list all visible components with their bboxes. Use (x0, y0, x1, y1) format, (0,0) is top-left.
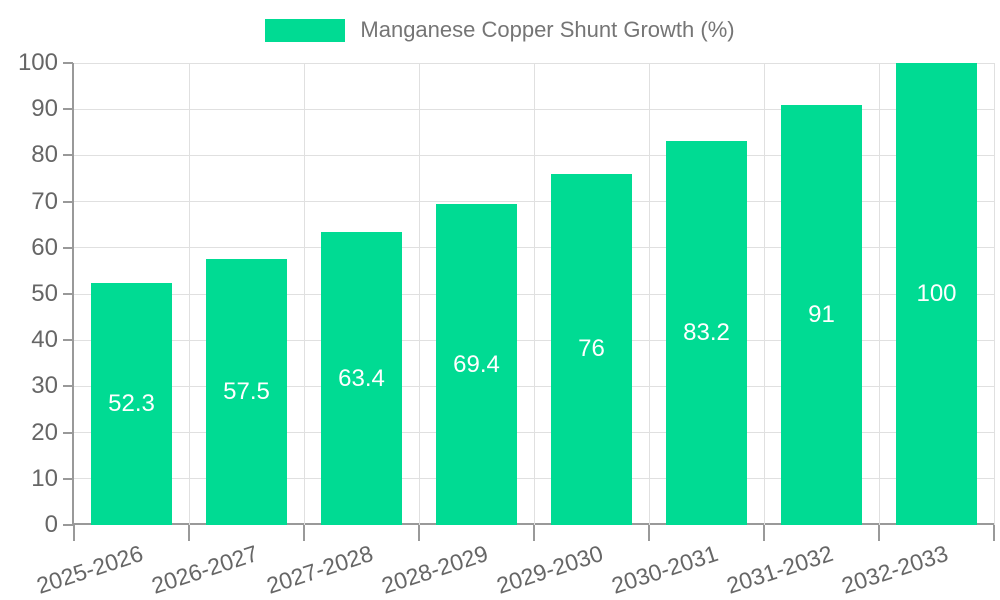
x-axis-tick (648, 525, 650, 541)
x-axis-tick (303, 525, 305, 541)
x-axis-label: 2029-2030 (492, 540, 606, 599)
y-axis-tick (63, 385, 73, 388)
bar-value-label: 100 (916, 280, 957, 307)
plot-area (72, 63, 994, 525)
y-axis-label: 20 (31, 418, 58, 446)
y-axis-tick (63, 246, 73, 249)
x-axis-label: 2028-2029 (377, 540, 491, 599)
x-axis-label: 2032-2033 (837, 540, 951, 599)
y-axis-label: 40 (31, 326, 58, 354)
y-axis-label: 10 (31, 464, 58, 492)
bar-2029-2030 (550, 173, 633, 525)
y-axis-label: 0 (44, 511, 58, 538)
bar-2025-2026 (90, 283, 173, 525)
y-axis-label: 30 (31, 372, 58, 400)
bar-value-label: 69.4 (453, 350, 500, 378)
x-axis-label: 2031-2032 (722, 540, 836, 599)
bar-value-label: 52.3 (108, 390, 155, 418)
y-axis-label: 80 (31, 141, 58, 169)
gridline-vertical (188, 63, 190, 525)
x-axis-tick (73, 525, 75, 541)
x-axis-tick (418, 525, 420, 541)
gridline-vertical (648, 63, 650, 525)
y-axis-label: 100 (17, 49, 58, 76)
bar-2028-2029 (435, 204, 518, 525)
y-axis-tick (63, 200, 73, 203)
y-axis-tick (63, 62, 73, 64)
y-axis-label: 50 (31, 280, 58, 307)
y-axis-label: 90 (31, 95, 58, 123)
bar-value-label: 63.4 (338, 364, 385, 392)
gridline-vertical (993, 63, 995, 525)
x-axis-label: 2030-2031 (607, 540, 721, 599)
legend-label: Manganese Copper Shunt Growth (%) (360, 17, 735, 42)
x-axis-label: 2027-2028 (262, 540, 376, 599)
gridline-vertical (303, 63, 305, 525)
gridline-vertical (533, 63, 535, 525)
x-axis-label: 2025-2026 (32, 540, 146, 599)
gridline-vertical (763, 63, 765, 525)
x-axis-tick (878, 525, 880, 541)
y-axis-tick (63, 431, 73, 434)
x-axis-label: 2026-2027 (147, 540, 261, 599)
bar-value-label: 91 (808, 300, 835, 328)
bar-2031-2032 (780, 104, 863, 525)
y-axis-label: 70 (31, 187, 58, 215)
bar-2032-2033 (895, 63, 978, 525)
bar-2027-2028 (320, 232, 403, 525)
gridline-vertical (878, 63, 880, 525)
y-axis-tick (63, 339, 73, 342)
bar-2026-2027 (205, 259, 288, 525)
x-axis-tick (993, 525, 995, 541)
y-axis-tick (63, 154, 73, 157)
legend[interactable]: Manganese Copper Shunt Growth (%) (0, 17, 1000, 43)
x-axis-tick (763, 525, 765, 541)
bar-value-label: 83.2 (683, 318, 730, 346)
y-axis-tick (63, 108, 73, 111)
gridline-vertical (418, 63, 420, 525)
bar-value-label: 76 (578, 335, 605, 363)
y-axis-label: 60 (31, 233, 58, 261)
bar-value-label: 57.5 (223, 378, 270, 406)
y-axis-tick (63, 293, 73, 295)
x-axis-tick (533, 525, 535, 541)
legend-swatch[interactable] (265, 18, 346, 42)
bar-2030-2031 (665, 140, 748, 525)
x-axis-tick (188, 525, 190, 541)
y-axis-tick (63, 477, 73, 480)
y-axis-tick (63, 524, 73, 526)
